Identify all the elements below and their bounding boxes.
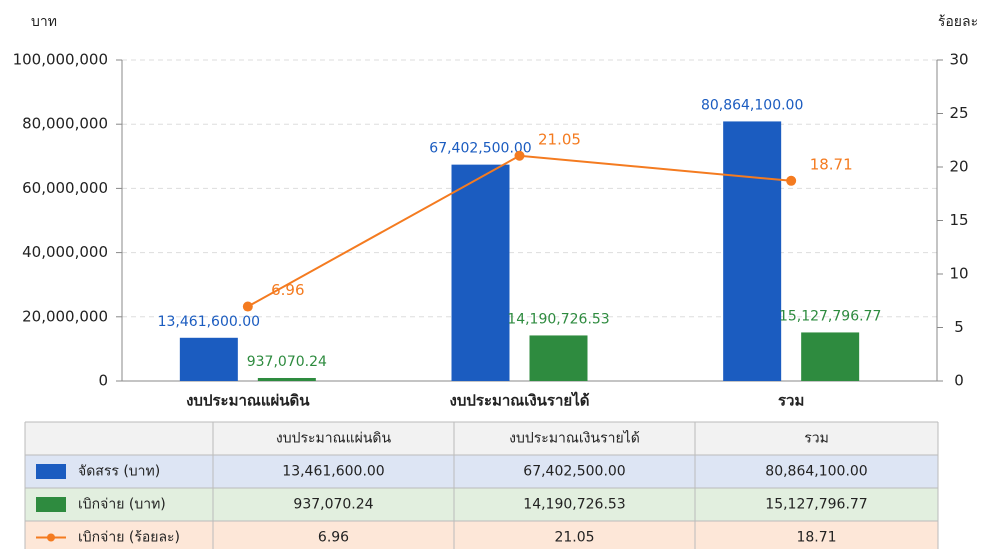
x-tick-label: รวม [778,392,804,410]
y-axis-label: บาท [31,14,57,30]
y-tick-label: 80,000,000 [22,115,108,133]
legend-swatch [36,497,66,512]
data-label: 18.71 [810,155,853,173]
y2-tick-label: 0 [954,372,964,390]
y2-tick-label: 10 [949,265,968,283]
table-header: งบประมาณแผ่นดิน [276,431,392,447]
data-label: 14,190,726.53 [507,311,609,327]
y-tick-label: 60,000,000 [22,179,108,197]
data-label: 80,864,100.00 [701,97,803,113]
y2-tick-label: 5 [954,318,964,336]
data-label: 21.05 [538,130,581,148]
y2-tick-label: 25 [949,104,968,122]
bar [723,121,782,381]
table-cell: 80,864,100.00 [765,464,867,480]
data-label: 937,070.24 [247,354,327,370]
table-header-bg [25,422,938,455]
data-label: 15,127,796.77 [779,308,881,324]
x-tick-label: งบประมาณเงินรายได้ [450,391,590,410]
y-tick-label: 100,000,000 [13,51,108,69]
table-header: รวม [804,431,829,447]
table-cell: 6.96 [318,530,349,546]
table-header: งบประมาณเงินรายได้ [509,430,640,447]
bar [801,332,860,381]
y2-axis-label: ร้อยละ [938,14,978,30]
legend-swatch [36,464,66,479]
legend-swatch [47,533,55,542]
legend-label: เบิกจ่าย (บาท) [78,497,166,513]
data-label: 13,461,600.00 [158,314,260,330]
table-cell: 937,070.24 [293,497,373,513]
bar [451,164,510,381]
table-row-bg [25,455,938,488]
bar [529,335,588,381]
y2-tick-label: 30 [949,51,968,69]
table-row-bg [25,521,938,549]
table-cell: 13,461,600.00 [282,464,384,480]
bar [257,377,316,381]
table-cell: 21.05 [554,530,594,546]
y-tick-label: 0 [98,372,108,390]
x-tick-label: งบประมาณแผ่นดิน [186,392,310,410]
table-cell: 18.71 [796,530,836,546]
table-cell: 14,190,726.53 [523,497,625,513]
data-label: 67,402,500.00 [429,141,531,157]
y2-tick-label: 15 [949,211,968,229]
legend-label: เบิกจ่าย (ร้อยละ) [78,530,180,546]
line-point [786,175,797,186]
legend-label: จัดสรร (บาท) [78,464,160,480]
y2-tick-label: 20 [949,158,968,176]
y-tick-label: 20,000,000 [22,307,108,325]
bar [179,337,238,381]
table-row-bg [25,488,938,521]
line-point [514,150,525,161]
table-cell: 15,127,796.77 [765,497,867,513]
line-point [242,301,253,312]
data-label: 6.96 [271,281,304,299]
y-tick-label: 40,000,000 [22,243,108,261]
table-cell: 67,402,500.00 [523,464,625,480]
